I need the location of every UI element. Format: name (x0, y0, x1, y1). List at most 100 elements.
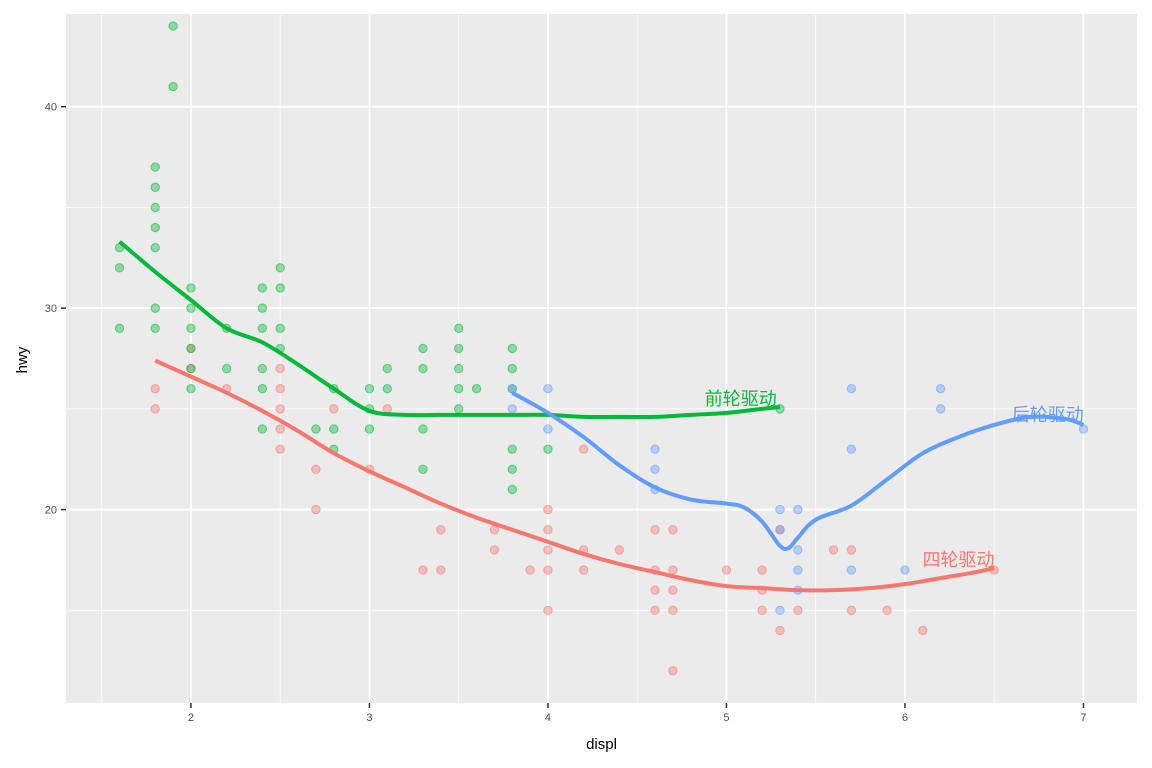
smooth-line (154, 358, 995, 593)
data-point (186, 303, 196, 313)
y-tick-label: 30 (45, 303, 57, 315)
data-point (793, 605, 803, 616)
data-point (507, 404, 517, 414)
data-point (275, 363, 285, 374)
x-tick-label: 6 (902, 712, 908, 724)
data-point (650, 464, 660, 475)
series-label: 四轮驱动 (923, 550, 995, 571)
data-point (311, 424, 321, 434)
data-point (436, 525, 446, 535)
data-point (150, 404, 160, 414)
data-point (1078, 424, 1089, 434)
data-point (918, 625, 928, 636)
data-point (275, 384, 285, 394)
data-point (275, 283, 285, 293)
data-point (507, 384, 517, 394)
data-point (543, 424, 553, 434)
data-point (418, 343, 428, 354)
data-point (668, 605, 678, 616)
data-point (543, 525, 553, 535)
data-point (793, 545, 803, 555)
data-point (578, 444, 589, 454)
data-point (935, 384, 946, 394)
data-point (275, 263, 285, 273)
data-point (150, 384, 160, 394)
data-point (543, 444, 553, 454)
data-point (454, 323, 464, 333)
data-point (882, 605, 892, 616)
smooth-line (118, 240, 781, 420)
data-point (221, 363, 232, 374)
data-point (775, 525, 785, 535)
major-gridlines (66, 14, 1137, 703)
data-point (507, 444, 517, 454)
series-label: 后轮驱动 (1012, 405, 1084, 426)
data-point (257, 303, 268, 313)
x-tick-label: 5 (723, 712, 729, 724)
data-point (150, 202, 160, 213)
data-point (846, 545, 857, 555)
data-point (382, 384, 392, 394)
data-point (418, 464, 428, 475)
data-point (650, 605, 660, 616)
data-point (150, 162, 160, 172)
x-axis-title: displ (586, 736, 617, 753)
data-point (668, 525, 678, 535)
data-point (186, 323, 196, 333)
y-tick-label: 20 (45, 505, 57, 517)
data-point (275, 404, 285, 414)
data-point (650, 444, 660, 454)
smooth-line (511, 391, 1085, 552)
data-point (418, 424, 428, 434)
data-point (775, 504, 785, 515)
data-point (382, 404, 392, 414)
x-tick-label: 4 (545, 712, 551, 724)
data-point (418, 363, 428, 374)
data-point (257, 424, 268, 434)
data-point (329, 424, 339, 434)
data-point (846, 444, 857, 454)
data-point (257, 363, 268, 374)
data-point (311, 464, 321, 475)
data-point (186, 283, 196, 293)
data-point (454, 404, 464, 414)
data-point (775, 625, 785, 636)
data-point (186, 384, 196, 394)
data-point (150, 222, 160, 233)
data-point (846, 605, 857, 616)
data-point (935, 404, 946, 414)
data-point (454, 363, 464, 374)
data-point (507, 343, 517, 354)
data-point (168, 81, 178, 92)
data-point (614, 545, 625, 555)
data-point (311, 504, 321, 515)
data-point (364, 424, 375, 434)
data-point (543, 504, 553, 515)
data-point (186, 343, 196, 354)
data-point (543, 545, 553, 555)
data-point (436, 565, 446, 575)
data-point (757, 605, 767, 616)
data-point (275, 444, 285, 454)
data-point (668, 666, 678, 676)
data-point (757, 565, 767, 575)
x-tick-label: 3 (366, 712, 372, 724)
smooth-curves (118, 240, 1085, 593)
data-point (775, 605, 785, 616)
data-point (382, 363, 392, 374)
data-point (507, 363, 517, 374)
data-point (793, 565, 803, 575)
data-point (257, 283, 268, 293)
data-point (150, 303, 160, 313)
data-point (507, 484, 517, 495)
data-point (543, 384, 553, 394)
y-tick-label: 40 (45, 102, 57, 114)
data-point (721, 565, 732, 575)
data-points (114, 21, 1089, 676)
minor-gridlines (66, 14, 1137, 703)
data-point (114, 323, 125, 333)
data-point (900, 565, 910, 575)
data-point (257, 384, 268, 394)
